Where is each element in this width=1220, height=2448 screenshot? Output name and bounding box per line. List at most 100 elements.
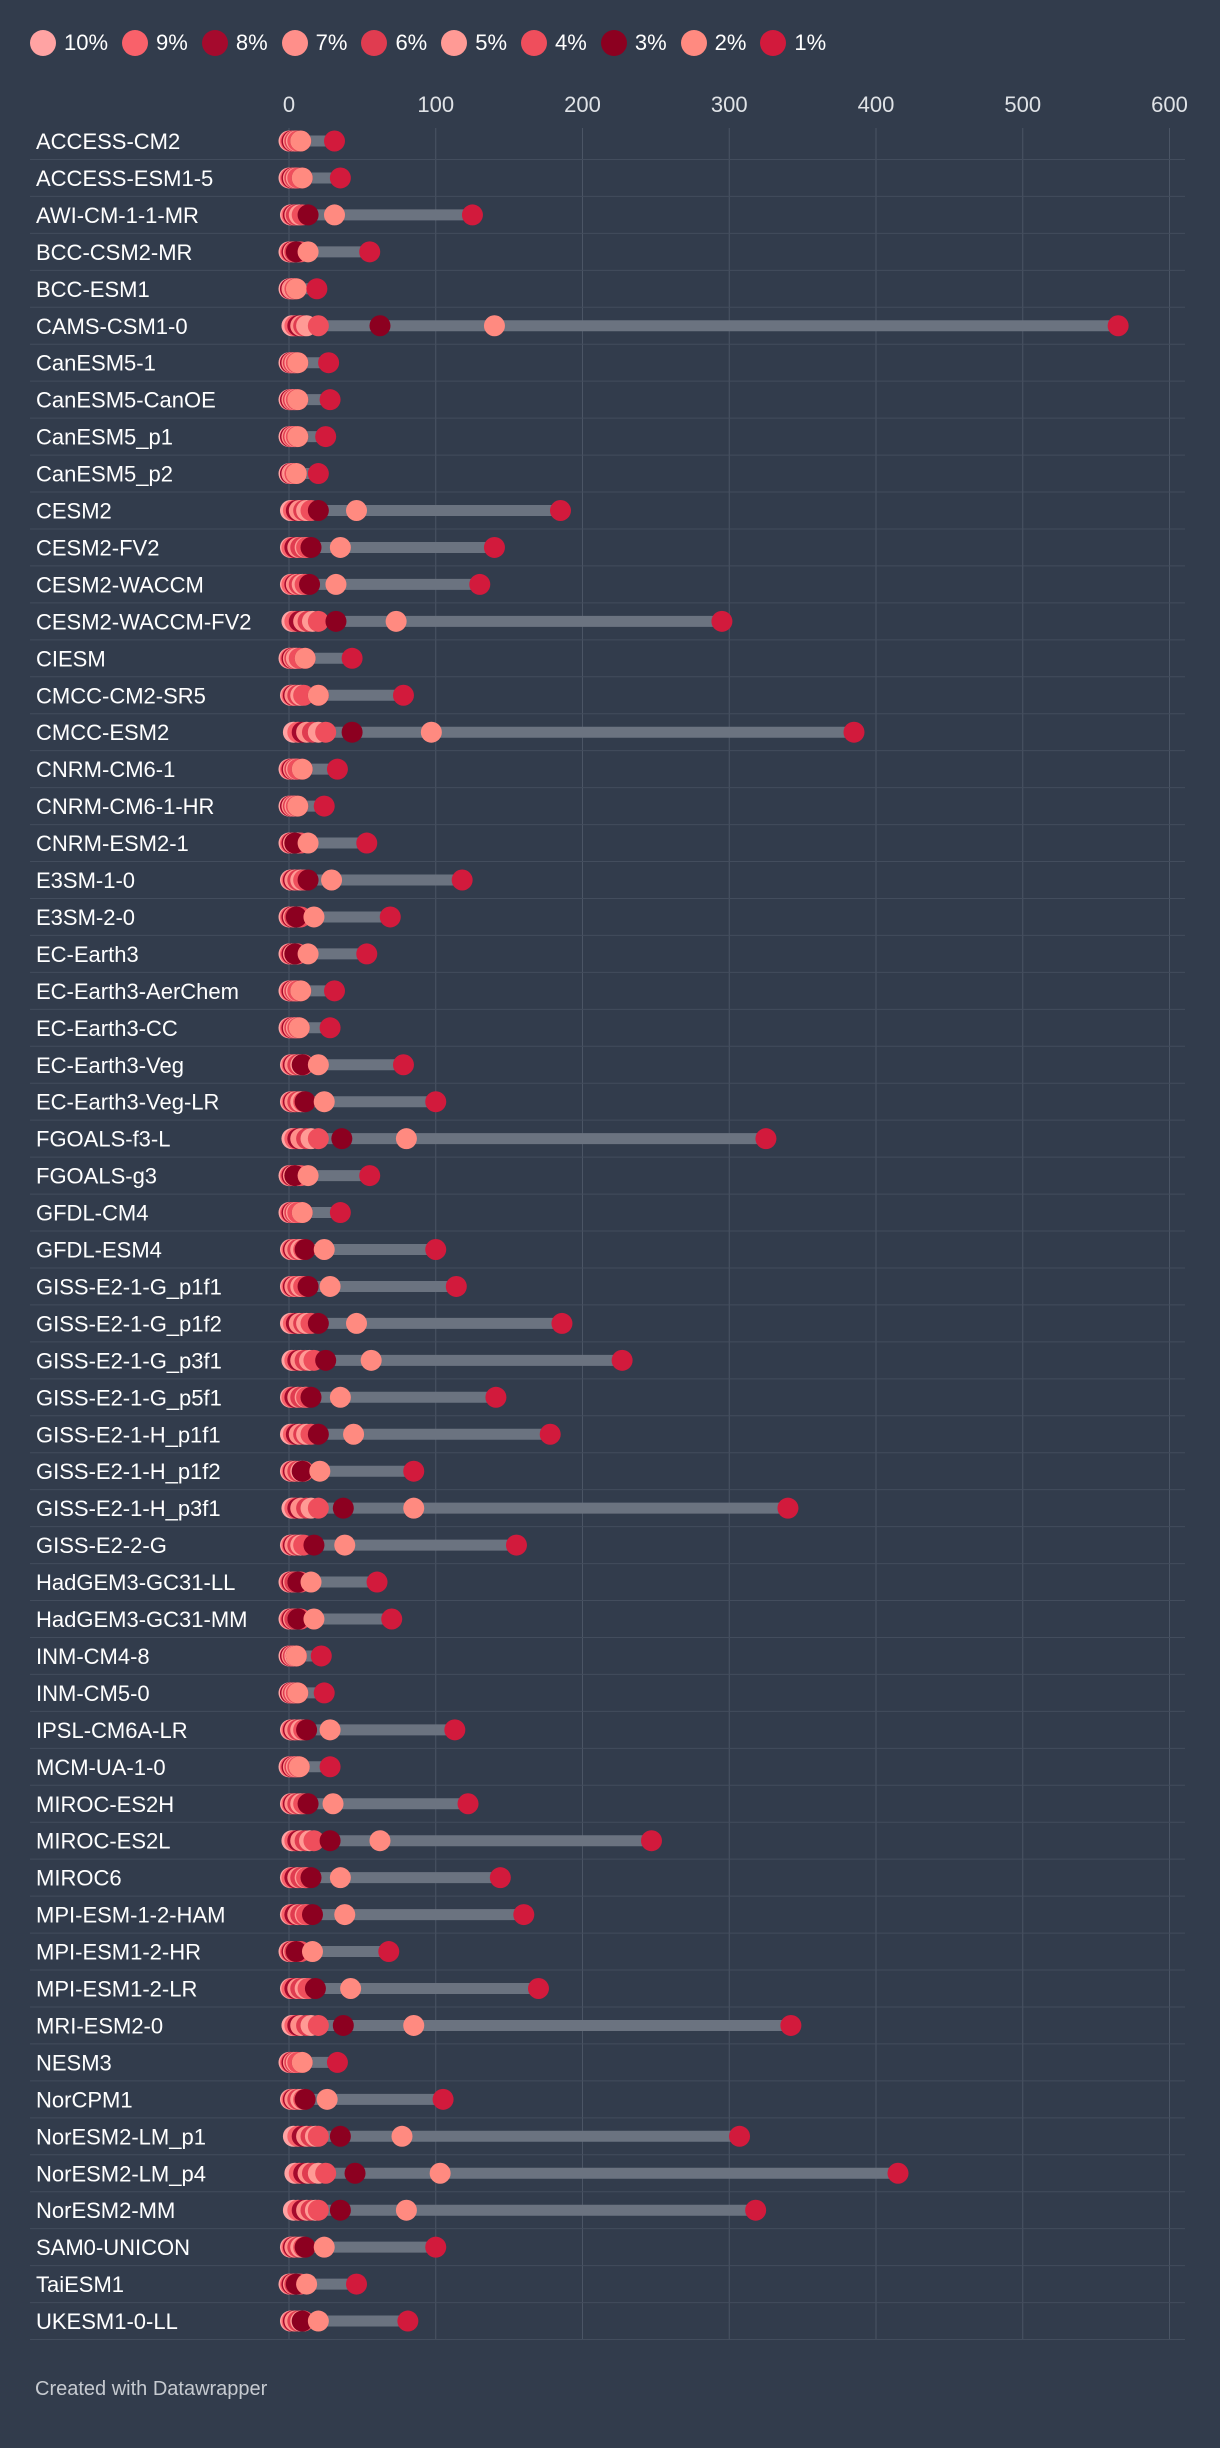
model-label: CNRM-CM6-1 bbox=[36, 757, 175, 782]
data-point bbox=[369, 1830, 391, 1852]
data-point bbox=[303, 1534, 325, 1556]
model-label: CIESM bbox=[36, 646, 106, 671]
model-label: BCC-CSM2-MR bbox=[36, 240, 192, 265]
legend-swatch bbox=[521, 30, 548, 56]
model-label: EC-Earth3 bbox=[36, 942, 139, 967]
data-point bbox=[323, 980, 345, 1002]
data-point bbox=[369, 315, 391, 337]
model-label: CESM2-WACCM-FV2 bbox=[36, 609, 252, 634]
model-label: GISS-E2-1-H_p1f1 bbox=[36, 1422, 221, 1447]
data-point bbox=[297, 832, 319, 854]
data-point bbox=[331, 1128, 353, 1150]
data-point bbox=[319, 1756, 341, 1778]
data-point bbox=[303, 1608, 325, 1630]
model-label: E3SM-1-0 bbox=[36, 868, 135, 893]
data-point bbox=[403, 2014, 425, 2036]
data-point bbox=[300, 536, 322, 558]
data-point bbox=[304, 1978, 326, 1999]
data-point bbox=[287, 426, 309, 448]
data-point bbox=[329, 167, 351, 189]
data-point bbox=[640, 1830, 662, 1852]
data-point bbox=[395, 1128, 417, 1150]
model-label: TaiESM1 bbox=[36, 2272, 124, 2297]
x-tick-label: 400 bbox=[858, 92, 895, 117]
data-point bbox=[287, 389, 309, 411]
data-point bbox=[287, 1608, 309, 1630]
footer-credit: Created with Datawrapper bbox=[35, 2378, 268, 2400]
data-point bbox=[346, 1312, 368, 1334]
data-point bbox=[321, 869, 343, 891]
data-point bbox=[287, 1682, 309, 1704]
model-label: EC-Earth3-CC bbox=[36, 1016, 178, 1041]
data-point bbox=[366, 1571, 388, 1593]
data-point bbox=[307, 463, 329, 485]
data-point bbox=[307, 1423, 329, 1445]
model-label: AWI-CM-1-1-MR bbox=[36, 203, 199, 228]
data-point bbox=[316, 2088, 338, 2110]
legend-item: 1% bbox=[760, 30, 826, 56]
data-point bbox=[323, 130, 345, 152]
model-label: UKESM1-0-LL bbox=[36, 2309, 178, 2334]
data-point bbox=[315, 426, 337, 448]
data-point bbox=[291, 2310, 313, 2332]
model-label: CNRM-CM6-1-HR bbox=[36, 794, 214, 819]
data-point bbox=[285, 463, 307, 485]
data-point bbox=[346, 500, 368, 521]
x-tick-label: 0 bbox=[283, 92, 295, 117]
legend-swatch bbox=[600, 30, 627, 56]
data-point bbox=[403, 1460, 425, 1482]
legend-swatch bbox=[281, 30, 308, 56]
data-point bbox=[356, 832, 378, 854]
data-point bbox=[288, 1017, 310, 1039]
model-label: GISS-E2-1-H_p1f2 bbox=[36, 1459, 221, 1484]
data-point bbox=[285, 1645, 307, 1667]
model-label: GISS-E2-1-G_p5f1 bbox=[36, 1385, 222, 1410]
data-point bbox=[294, 1091, 316, 1113]
data-point bbox=[300, 1571, 322, 1593]
data-point bbox=[319, 389, 341, 411]
model-label: MPI-ESM1-2-LR bbox=[36, 1977, 197, 2002]
data-point bbox=[319, 1017, 341, 1039]
data-point bbox=[451, 869, 473, 891]
legend-label: 2% bbox=[714, 30, 747, 55]
data-point bbox=[319, 1830, 341, 1852]
legend-item: 8% bbox=[201, 30, 268, 56]
data-point bbox=[303, 1830, 325, 1852]
data-point bbox=[397, 2310, 419, 2332]
data-point bbox=[445, 1275, 467, 1297]
model-label: FGOALS-f3-L bbox=[36, 1127, 170, 1152]
data-point bbox=[300, 1386, 322, 1408]
data-point bbox=[313, 795, 335, 817]
data-point bbox=[300, 1867, 322, 1889]
model-label: MRI-ESM2-0 bbox=[36, 2013, 163, 2038]
x-tick-label: 300 bbox=[711, 92, 748, 117]
data-point bbox=[315, 721, 337, 743]
legend-label: 10% bbox=[64, 30, 109, 55]
data-point bbox=[325, 610, 347, 632]
data-point bbox=[307, 2014, 329, 2036]
data-point bbox=[527, 1978, 549, 1999]
legend-label: 4% bbox=[555, 30, 587, 55]
model-label: CanESM5_p1 bbox=[36, 425, 173, 450]
model-label: MCM-UA-1-0 bbox=[36, 1755, 166, 1780]
data-point bbox=[611, 1349, 633, 1371]
data-point bbox=[432, 2088, 454, 2110]
data-point bbox=[293, 684, 315, 706]
data-point bbox=[359, 1165, 381, 1187]
model-label: GISS-E2-1-G_p1f2 bbox=[36, 1311, 222, 1336]
model-label: GISS-E2-1-H_p3f1 bbox=[36, 1496, 221, 1521]
data-point bbox=[489, 1867, 511, 1889]
model-label: BCC-ESM1 bbox=[36, 277, 150, 302]
legend-label: 8% bbox=[235, 30, 268, 55]
data-point bbox=[296, 2273, 318, 2295]
data-point bbox=[285, 278, 307, 300]
data-point bbox=[391, 2125, 413, 2147]
legend-label: 6% bbox=[395, 30, 428, 55]
data-point bbox=[359, 241, 381, 263]
chart-legend: 10% 9% 8% 7% 6% 5% 4% 3% 2% 1% bbox=[30, 30, 840, 56]
data-point bbox=[1107, 315, 1129, 337]
data-point bbox=[425, 1239, 447, 1260]
data-point bbox=[378, 1941, 400, 1963]
x-tick-label: 200 bbox=[564, 92, 601, 117]
data-point bbox=[329, 1202, 351, 1224]
